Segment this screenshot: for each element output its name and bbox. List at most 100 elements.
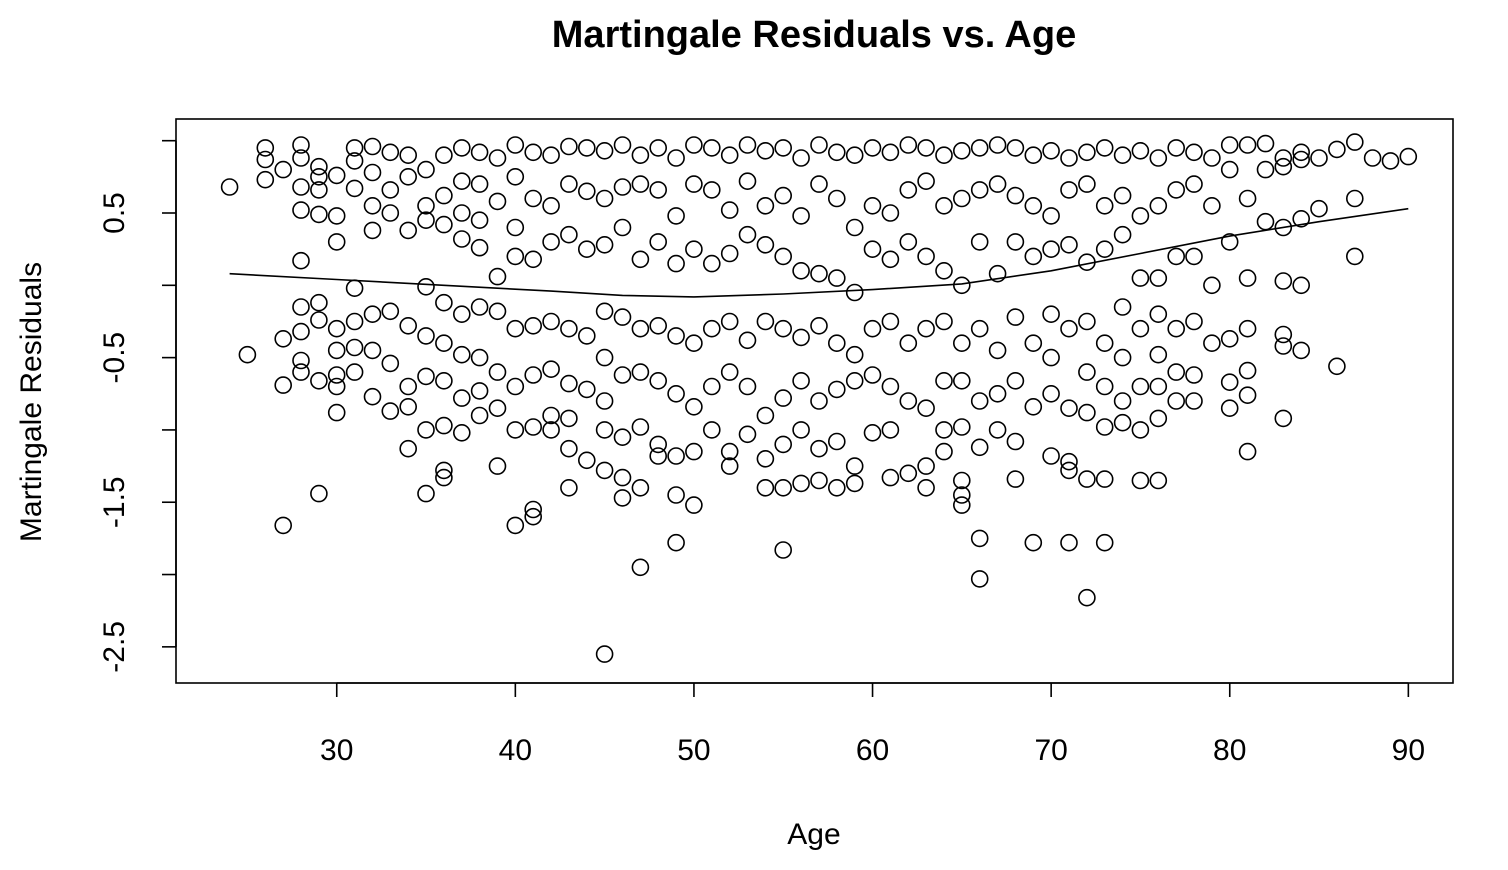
data-point [1149,149,1168,167]
y-axis-label: Martingale Residuals [15,262,48,542]
data-point [1024,146,1043,164]
data-point [577,139,596,157]
data-point [256,170,275,189]
data-point [488,149,507,167]
data-point [310,157,328,176]
data-point [292,149,310,167]
data-point [1042,348,1060,367]
data-point [381,402,400,420]
data-point [1346,189,1364,208]
data-point [1078,143,1096,162]
data-point [774,319,793,338]
data-point [1274,337,1293,355]
data-point [1006,371,1025,390]
data-point [1113,225,1132,244]
data-point [613,489,632,507]
data-point [613,428,632,447]
data-point [1220,399,1239,418]
data-point [845,474,864,493]
data-point [452,204,471,222]
data-point [935,371,953,390]
data-point [1042,207,1060,225]
data-point [417,367,435,386]
data-point [1042,240,1060,258]
data-point [827,478,846,497]
data-point [417,197,435,215]
data-point [952,496,971,514]
data-point [595,142,614,160]
data-point [542,233,560,251]
data-point [970,139,989,157]
data-point [577,240,596,258]
data-point [792,421,810,439]
data-point [935,312,953,331]
data-point [220,178,239,196]
data-point [1310,199,1328,218]
data-point [292,363,310,381]
data-point [1095,418,1114,436]
data-point [1042,447,1060,465]
data-point [452,345,471,364]
data-point [1185,247,1203,266]
data-point [1310,149,1328,167]
data-point [774,389,793,407]
data-point [970,392,989,410]
data-point [1363,149,1382,167]
data-point [1256,212,1275,231]
data-point [470,298,489,316]
data-point [1167,363,1185,381]
data-point [667,533,685,552]
data-point [649,371,668,390]
data-point [863,366,882,384]
data-point [881,468,900,487]
data-point [292,178,310,196]
data-point [899,392,918,410]
data-point [542,421,560,439]
data-point [1113,298,1132,316]
data-point [1292,143,1310,162]
data-point [702,254,721,273]
data-point [792,328,810,347]
data-point [345,139,364,157]
data-point [1078,470,1096,488]
data-point [399,168,418,186]
data-point [310,181,328,199]
data-point [720,312,739,331]
data-point [952,189,971,208]
data-point [685,334,703,353]
data-point [238,345,257,364]
data-point [1095,197,1114,215]
data-point [970,570,989,588]
y-tick-label: -0.5 [98,332,131,384]
data-point [756,236,775,254]
data-point [970,233,989,251]
x-axis: 30 40 50 60 70 80 90 [320,682,1425,767]
data-point [524,316,543,335]
data-point [1203,149,1221,167]
data-point [327,403,346,422]
data-point [310,293,328,312]
x-tick-label: 70 [1034,734,1067,767]
y-tick-label: -2.5 [98,621,131,673]
data-point [881,250,900,269]
data-point [327,377,346,396]
data-point [595,189,614,208]
data-point [363,341,382,360]
data-point [899,136,918,154]
data-point [988,421,1007,439]
data-point [1095,240,1114,258]
data-point [827,143,846,162]
data-point [1256,160,1275,179]
data-point [1042,305,1060,324]
data-point [470,175,489,193]
data-point [988,341,1007,360]
data-point [488,399,507,418]
data-point [1346,247,1364,266]
data-point [702,421,721,439]
data-point [435,215,453,234]
data-point [720,442,739,461]
data-point [810,175,828,193]
data-point [792,149,810,167]
data-point [345,279,364,298]
